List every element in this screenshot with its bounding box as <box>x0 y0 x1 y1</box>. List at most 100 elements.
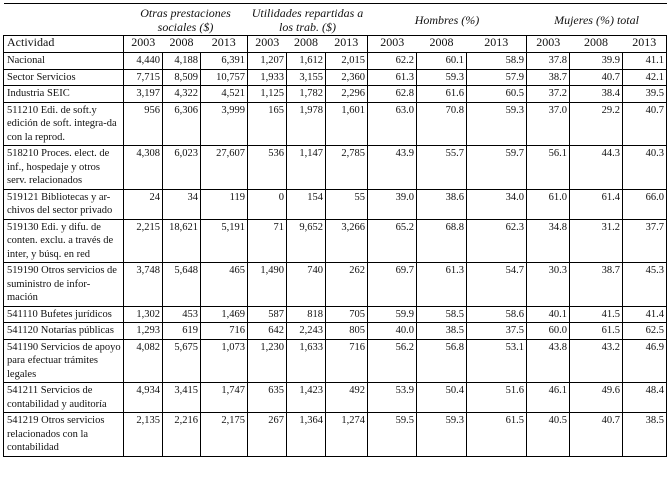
table-cell: 4,521 <box>200 85 248 103</box>
table-cell: 70.8 <box>416 101 467 146</box>
row-label: Sector Servicios <box>3 68 124 86</box>
table-cell: 18,621 <box>162 218 201 263</box>
table-cell: 59.7 <box>466 145 527 190</box>
table-row: 519190 Otros servicios de suministro de … <box>3 262 668 307</box>
table-cell: 536 <box>247 145 287 190</box>
table-cell: 40.7 <box>621 101 668 146</box>
table-cell: 43.8 <box>526 338 570 383</box>
table-cell: 59.3 <box>416 68 467 86</box>
header-actividad: Actividad <box>3 35 124 53</box>
table-cell: 46.1 <box>526 382 570 413</box>
table-cell: 40.5 <box>526 412 570 457</box>
table-cell: 1,978 <box>286 101 326 146</box>
table-cell: 1,612 <box>286 52 326 70</box>
header-year: 2008 <box>286 35 326 53</box>
table-cell: 1,125 <box>247 85 287 103</box>
table-cell: 619 <box>162 322 201 340</box>
table-cell: 165 <box>247 101 287 146</box>
table-row: Industria SEIC 3,197 4,322 4,521 1,125 1,782 2… <box>3 85 668 103</box>
table-cell: 54.7 <box>466 262 527 307</box>
table-cell: 3,748 <box>123 262 163 307</box>
table-cell: 58.6 <box>466 305 527 323</box>
table-cell: 3,999 <box>200 101 248 146</box>
table-cell: 37.8 <box>526 52 570 70</box>
table-cell: 55.7 <box>416 145 467 190</box>
row-label: Nacional <box>3 52 124 70</box>
table-cell: 56.2 <box>367 338 417 383</box>
table-cell: 44.3 <box>569 145 623 190</box>
header-hombres: Hombres (%) <box>367 3 527 36</box>
table-cell: 1,933 <box>247 68 287 86</box>
table-cell: 705 <box>325 305 368 323</box>
table-cell: 40.7 <box>569 68 623 86</box>
table-row: 541219 Otros servicios relacionados con … <box>3 412 668 457</box>
table-cell: 43.9 <box>367 145 417 190</box>
table-cell: 3,266 <box>325 218 368 263</box>
table-cell: 1,633 <box>286 338 326 383</box>
table-cell: 34.8 <box>526 218 570 263</box>
header-year: 2003 <box>367 35 417 53</box>
table-cell: 60.5 <box>466 85 527 103</box>
table-cell: 1,293 <box>123 322 163 340</box>
table-cell: 45.3 <box>621 262 668 307</box>
table-cell: 4,082 <box>123 338 163 383</box>
row-label: 519190 Otros servicios de suministro de … <box>3 262 124 307</box>
table-cell: 465 <box>200 262 248 307</box>
table-cell: 818 <box>286 305 326 323</box>
row-label: Industria SEIC <box>3 85 124 103</box>
table-cell: 27,607 <box>200 145 248 190</box>
table-cell: 46.9 <box>621 338 668 383</box>
table-cell: 4,308 <box>123 145 163 190</box>
table-cell: 39.0 <box>367 188 417 220</box>
table-cell: 51.6 <box>466 382 527 413</box>
table-cell: 1,230 <box>247 338 287 383</box>
table-cell: 59.3 <box>416 412 467 457</box>
table-cell: 492 <box>325 382 368 413</box>
table-cell: 40.3 <box>621 145 668 190</box>
row-label: 519121 Bibliotecas y ar-chivos del secto… <box>3 188 124 220</box>
table-cell: 8,509 <box>162 68 201 86</box>
table-cell: 740 <box>286 262 326 307</box>
table-cell: 34 <box>162 188 201 220</box>
table-cell: 716 <box>325 338 368 383</box>
table-cell: 2,215 <box>123 218 163 263</box>
table-cell: 1,423 <box>286 382 326 413</box>
table-cell: 50.4 <box>416 382 467 413</box>
table-cell: 1,302 <box>123 305 163 323</box>
table-cell: 61.6 <box>416 85 467 103</box>
table-cell: 635 <box>247 382 287 413</box>
header-year: 2003 <box>247 35 287 53</box>
table-cell: 58.9 <box>466 52 527 70</box>
table-cell: 642 <box>247 322 287 340</box>
row-label: 511210 Edi. de soft.y edición de soft. i… <box>3 101 124 146</box>
table-cell: 61.5 <box>466 412 527 457</box>
table-cell: 1,601 <box>325 101 368 146</box>
table-cell: 41.4 <box>621 305 668 323</box>
table-cell: 10,757 <box>200 68 248 86</box>
table-cell: 716 <box>200 322 248 340</box>
table-cell: 34.0 <box>466 188 527 220</box>
table-row: 541110 Bufetes jurídicos 1,302 453 1,469 587… <box>3 305 668 323</box>
table-cell: 1,469 <box>200 305 248 323</box>
table-cell: 42.1 <box>621 68 668 86</box>
header-years-row: Actividad 2003 2008 2013 2003 2008 2013 2003 20… <box>3 35 668 53</box>
row-label: 518210 Proces. elect. de inf., hospedaje… <box>3 145 124 190</box>
table-cell: 38.5 <box>416 322 467 340</box>
data-table: Otras prestaciones sociales ($) Utilidad… <box>3 3 668 457</box>
table-cell: 267 <box>247 412 287 457</box>
table-row: 541120 Notarías públicas 1,293 619 716 642 2,… <box>3 322 668 340</box>
table-cell: 40.1 <box>526 305 570 323</box>
table-cell: 40.0 <box>367 322 417 340</box>
table-row: Nacional 4,440 4,188 6,391 1,207 1,612 2,015 62… <box>3 52 668 70</box>
table-cell: 4,188 <box>162 52 201 70</box>
table-cell: 39.9 <box>569 52 623 70</box>
table-cell: 3,155 <box>286 68 326 86</box>
table-cell: 53.9 <box>367 382 417 413</box>
table-cell: 587 <box>247 305 287 323</box>
header-blank <box>3 3 124 36</box>
header-year: 2013 <box>466 35 527 53</box>
table-cell: 119 <box>200 188 248 220</box>
table-cell: 38.7 <box>526 68 570 86</box>
header-year: 2003 <box>526 35 570 53</box>
table-cell: 37.5 <box>466 322 527 340</box>
